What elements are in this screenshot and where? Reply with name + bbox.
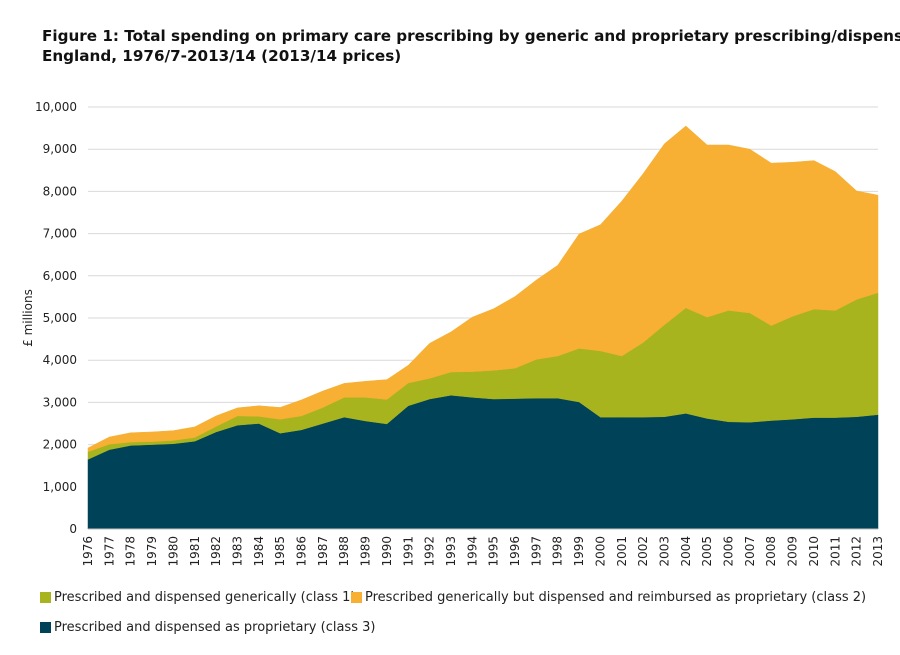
x-tick-label: 1983 xyxy=(230,536,244,567)
y-tick-label: 4,000 xyxy=(43,353,77,367)
legend-item-class3: Prescribed and dispensed as proprietary … xyxy=(40,620,375,635)
y-tick-label: 9,000 xyxy=(43,142,77,156)
chart-title-line-2: England, 1976/7-2013/14 (2013/14 prices) xyxy=(42,47,402,65)
x-tick-label: 1982 xyxy=(209,536,223,567)
x-tick-label: 1995 xyxy=(487,536,501,567)
legend-label-class3: Prescribed and dispensed as proprietary … xyxy=(54,620,376,635)
x-tick-label: 1980 xyxy=(166,536,180,567)
x-tick-label: 1996 xyxy=(508,536,522,567)
legend-item-class1: Prescribed and dispensed generically (cl… xyxy=(40,590,355,605)
stacked-areas xyxy=(87,125,879,530)
x-tick-label: 2008 xyxy=(764,536,778,567)
x-tick-label: 1977 xyxy=(102,536,116,567)
x-tick-label: 2012 xyxy=(850,536,864,567)
x-tick-label: 1979 xyxy=(145,536,159,567)
x-tick-label: 1997 xyxy=(529,536,543,567)
x-tick-label: 1976 xyxy=(81,536,95,567)
x-tick-label: 1978 xyxy=(124,536,138,567)
legend-item-class2: Prescribed generically but dispensed and… xyxy=(351,590,866,605)
x-tick-label: 2002 xyxy=(636,536,650,567)
legend-label-class1: Prescribed and dispensed generically (cl… xyxy=(54,590,356,605)
x-tick-label: 2000 xyxy=(593,536,607,567)
y-tick-label: 0 xyxy=(69,522,77,536)
chart-title: Figure 1: Total spending on primary care… xyxy=(42,26,900,66)
y-tick-label: 7,000 xyxy=(43,227,77,241)
x-tick-label: 2013 xyxy=(871,536,885,567)
y-tick-label: 8,000 xyxy=(43,184,77,198)
x-tick-label: 2004 xyxy=(679,536,693,567)
legend-swatch-class1 xyxy=(40,592,51,603)
x-tick-label: 1986 xyxy=(295,536,309,567)
x-tick-label: 2011 xyxy=(828,536,842,567)
x-tick-label: 2005 xyxy=(700,536,714,567)
x-tick-label: 1994 xyxy=(465,536,479,567)
x-tick-label: 2009 xyxy=(786,536,800,567)
legend-label-class2: Prescribed generically but dispensed and… xyxy=(365,590,867,605)
y-tick-label: 1,000 xyxy=(43,480,77,494)
x-tick-label: 2006 xyxy=(722,536,736,567)
x-tick-label: 1993 xyxy=(444,536,458,567)
x-tick-label: 1981 xyxy=(188,536,202,567)
x-tick-label: 1991 xyxy=(401,536,415,567)
y-tick-label: 2,000 xyxy=(43,438,77,452)
x-tick-label: 1988 xyxy=(337,536,351,567)
x-tick-label: 1987 xyxy=(316,536,330,567)
legend-swatch-class3 xyxy=(40,622,51,633)
x-tick-label: 1989 xyxy=(359,536,373,567)
area-series-3 xyxy=(87,125,879,453)
x-tick-label: 1984 xyxy=(252,536,266,567)
y-tick-label: 10,000 xyxy=(35,100,77,114)
x-tick-label: 1985 xyxy=(273,536,287,567)
x-tick-label: 2001 xyxy=(615,536,629,567)
x-tick-label: 2010 xyxy=(807,536,821,567)
x-tick-label: 1992 xyxy=(423,536,437,567)
x-axis-ticks: 1976 1977 1978 1979 1980 1981 1982 1983 1984 1985… xyxy=(81,536,885,567)
y-tick-label: 6,000 xyxy=(43,269,77,283)
x-tick-label: 2007 xyxy=(743,536,757,567)
legend-swatch-class2 xyxy=(351,592,362,603)
x-tick-label: 1999 xyxy=(572,536,586,567)
x-tick-label: 1990 xyxy=(380,536,394,567)
y-tick-label: 5,000 xyxy=(43,311,77,325)
y-tick-label: 3,000 xyxy=(43,395,77,409)
y-axis-ticks: 0 1,000 2,000 3,000 4,000 5,000 6,000 7,000 8,00… xyxy=(35,100,77,536)
x-tick-label: 1998 xyxy=(551,536,565,567)
y-axis-label: £ millions xyxy=(21,289,35,347)
chart-title-line-1: Figure 1: Total spending on primary care… xyxy=(42,27,900,45)
x-tick-label: 2003 xyxy=(657,536,671,567)
